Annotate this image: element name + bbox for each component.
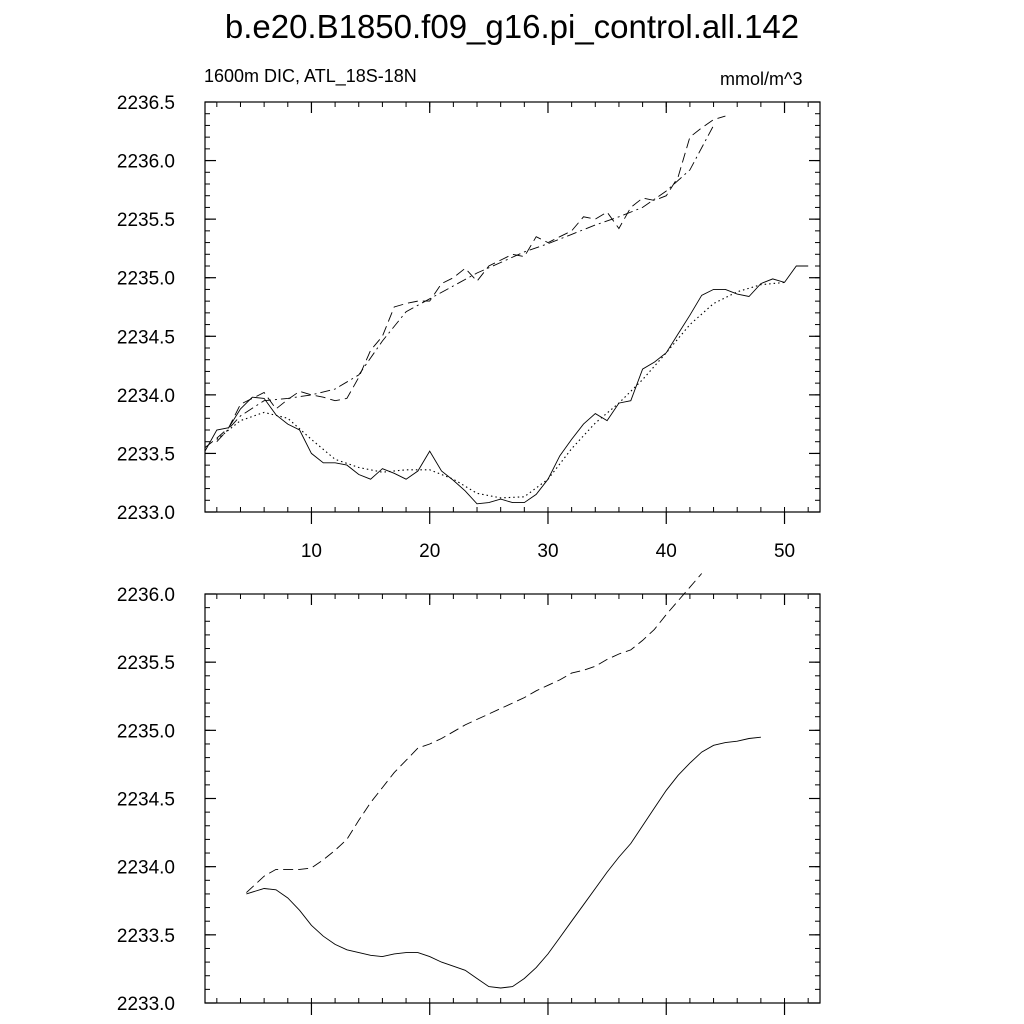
top-series-solid <box>204 265 809 505</box>
top-y-tick-label: 2233.5 <box>117 444 175 465</box>
bottom-series-dashed <box>246 573 703 893</box>
top-y-tick-label: 2234.0 <box>117 386 175 407</box>
top-y-tick-label: 2234.5 <box>117 327 175 348</box>
top-y-tick-label: 2236.5 <box>117 93 175 114</box>
top-plot-frame <box>204 101 821 513</box>
bottom-y-tick-label: 2233.5 <box>117 926 175 947</box>
top-x-tick-label: 30 <box>537 541 558 562</box>
bottom-y-tick-label: 2236.0 <box>117 585 175 606</box>
top-y-tick-label: 2233.0 <box>117 503 175 524</box>
bottom-y-tick-label: 2233.0 <box>117 994 175 1015</box>
top-y-tick-label: 2235.5 <box>117 210 175 231</box>
bottom-y-tick-label: 2235.0 <box>117 721 175 742</box>
top-x-tick-label: 50 <box>774 541 795 562</box>
bottom-series-solid <box>246 736 761 989</box>
top-series-dashed-smoothed <box>216 125 714 443</box>
top-x-tick-label: 10 <box>301 541 322 562</box>
bottom-y-tick-label: 2234.5 <box>117 790 175 811</box>
top-x-tick-label: 20 <box>419 541 440 562</box>
top-series-solid-smoothed <box>216 281 785 499</box>
top-x-tick-label: 40 <box>656 541 677 562</box>
top-series-dashed <box>204 115 726 448</box>
top-y-tick-label: 2236.0 <box>117 152 175 173</box>
bottom-y-tick-label: 2234.0 <box>117 858 175 879</box>
bottom-plot-frame <box>204 593 821 1004</box>
chart-title: b.e20.B1850.f09_g16.pi_control.all.142 <box>224 8 800 45</box>
units-label: mmol/m^3 <box>720 69 803 89</box>
bottom-y-tick-label: 2235.5 <box>117 653 175 674</box>
variable-label: 1600m DIC, ATL_18S-18N <box>204 66 417 86</box>
top-y-tick-label: 2235.0 <box>117 269 175 290</box>
